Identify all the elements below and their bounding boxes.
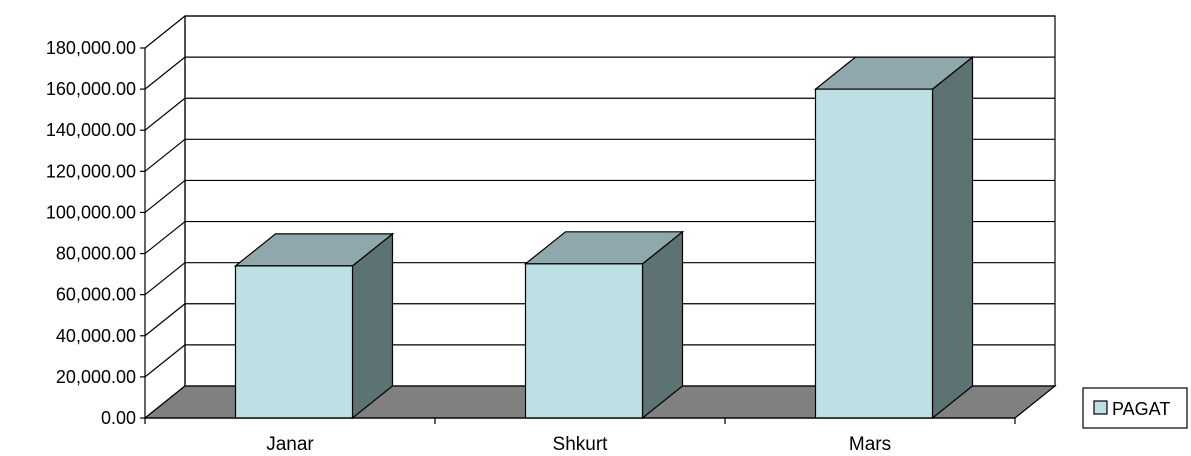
gridline-depth — [144, 303, 186, 337]
legend-item: PAGAT — [1082, 387, 1188, 429]
x-tick-label: Shkurt — [553, 434, 609, 455]
bar-front-face — [234, 265, 354, 419]
gridline-depth — [144, 97, 186, 131]
gridline-depth — [144, 344, 186, 378]
bar — [233, 232, 395, 420]
y-tick-label: 60,000.00 — [56, 285, 136, 305]
y-tick-label: 160,000.00 — [46, 79, 136, 99]
gridline-depth — [144, 56, 186, 90]
gridline-depth — [144, 138, 186, 172]
y-tick-label: 180,000.00 — [46, 38, 136, 58]
gridline-depth — [144, 179, 186, 213]
y-tick-label: 80,000.00 — [56, 244, 136, 264]
axes — [140, 16, 1016, 424]
y-tick-label: 140,000.00 — [46, 120, 136, 140]
y-tick-label: 120,000.00 — [46, 161, 136, 181]
x-tick-labels: Janar Shkurt Mars — [266, 434, 891, 455]
bar-side-face — [931, 55, 974, 420]
bar-front-face — [814, 88, 934, 419]
gridline-depth — [144, 15, 186, 49]
y-tick-label: 20,000.00 — [56, 367, 136, 387]
y-tick-label: 100,000.00 — [46, 202, 136, 222]
legend-label: PAGAT — [1112, 399, 1170, 419]
gridline-depth — [144, 221, 186, 255]
x-tick-label: Janar — [266, 434, 314, 455]
legend: PAGAT — [1082, 387, 1188, 429]
x-tick-label: Mars — [849, 434, 891, 455]
y-tick-label: 40,000.00 — [56, 326, 136, 346]
bars — [233, 55, 975, 420]
gridline-depth — [144, 262, 186, 296]
y-tick-labels: 0.00 20,000.00 40,000.00 60,000.00 80,000.00… — [46, 38, 136, 428]
legend-swatch — [1093, 400, 1108, 415]
y-tick-label: 0.00 — [101, 408, 136, 428]
bar — [813, 55, 975, 420]
bar — [523, 230, 685, 420]
bar-front-face — [524, 263, 644, 419]
